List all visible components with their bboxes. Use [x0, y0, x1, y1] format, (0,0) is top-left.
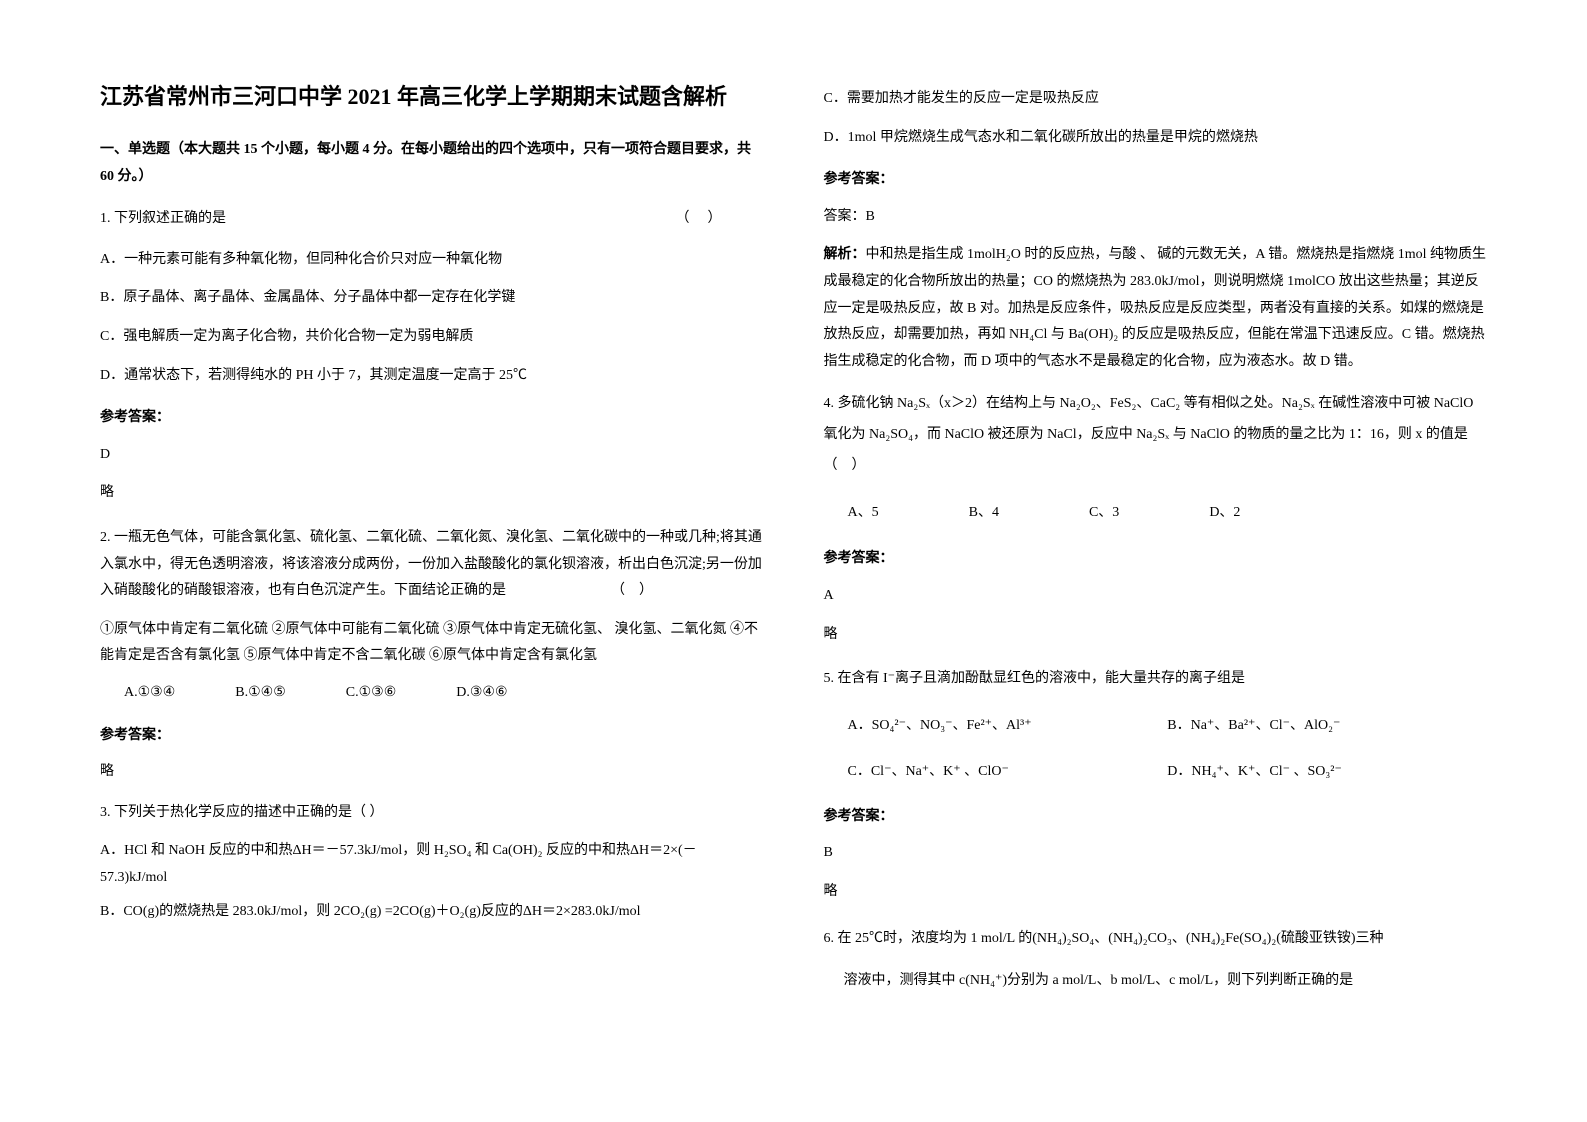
q2-stem: 2. 一瓶无色气体，可能含氯化氢、硫化氢、二氧化硫、二氧化氮、溴化氢、二氧化碳中… [100, 525, 764, 605]
q1-answer-head: 参考答案： [100, 405, 764, 432]
q2-omit: 略 [100, 759, 764, 786]
q4-option-d: D、2 [1209, 500, 1240, 527]
q5-option-d: D．NH₄⁺、K⁺、Cl⁻ 、SO₃²⁻ [1167, 759, 1487, 786]
q2-option-b: B.①④⑤ [235, 680, 286, 707]
left-column: 江苏省常州市三河口中学 2021 年高三化学上学期期末试题含解析 一、单选题（本… [100, 80, 764, 1042]
q3-answer-line: 答案：B [824, 204, 1488, 231]
q2-circles: ①原气体中肯定有二氧化硫 ②原气体中可能有二氧化硫 ③原气体中肯定无硫化氢、 溴… [100, 617, 764, 670]
q1-option-b: B．原子晶体、离子晶体、金属晶体、分子晶体中都一定存在化学键 [100, 285, 764, 312]
q4-omit: 略 [824, 622, 1488, 649]
q3-answer-head: 参考答案： [824, 167, 1488, 194]
q5-option-b: B．Na⁺、Ba²⁺、Cl⁻、AlO₂⁻ [1167, 713, 1487, 740]
q1-option-c: C．强电解质一定为离子化合物，共价化合物一定为弱电解质 [100, 324, 764, 351]
q3-explain: 解析：中和热是指生成 1molH₂O 时的反应热，与酸 、 碱的元数无关，A 错… [824, 242, 1488, 375]
q2-option-d: D.③④⑥ [456, 680, 507, 707]
q2-answer-head: 参考答案： [100, 723, 764, 750]
q5-stem: 5. 在含有 I⁻离子且滴加酚酞显红色的溶液中，能大量共存的离子组是 [824, 666, 1488, 693]
q3-explain-head: 解析： [824, 247, 866, 262]
q5-option-a: A．SO₄²⁻、NO₃⁻、Fe²⁺、Al³⁺ [848, 713, 1168, 740]
q4-option-a: A、5 [848, 500, 879, 527]
q2-options-row: A.①③④ B.①④⑤ C.①③⑥ D.③④⑥ [100, 680, 764, 707]
section-heading: 一、单选题（本大题共 15 个小题，每小题 4 分。在每小题给出的四个选项中，只… [100, 137, 764, 190]
q5-omit: 略 [824, 879, 1488, 906]
q1-option-d: D．通常状态下，若测得纯水的 PH 小于 7，其测定温度一定高于 25℃ [100, 363, 764, 390]
q5-row1: A．SO₄²⁻、NO₃⁻、Fe²⁺、Al³⁺ B．Na⁺、Ba²⁺、Cl⁻、Al… [824, 713, 1488, 740]
q1-stem-row: 1. 下列叙述正确的是 （ ） [100, 206, 764, 233]
q6-line2: 溶液中，测得其中 c(NH₄⁺)分别为 a mol/L、b mol/L、c mo… [824, 966, 1488, 997]
q1-answer: D [100, 442, 764, 469]
q5-answer-head: 参考答案： [824, 804, 1488, 831]
right-column: C．需要加热才能发生的反应一定是吸热反应 D．1mol 甲烷燃烧生成气态水和二氧… [824, 80, 1488, 1042]
q3-option-d: D．1mol 甲烷燃烧生成气态水和二氧化碳所放出的热量是甲烷的燃烧热 [824, 125, 1488, 152]
q4-option-b: B、4 [969, 500, 999, 527]
q2-option-a: A.①③④ [124, 680, 175, 707]
q4-option-c: C、3 [1089, 500, 1119, 527]
q3-option-b: B．CO(g)的燃烧热是 283.0kJ/mol，则 2CO₂(g) =2CO(… [100, 899, 764, 926]
q1-option-a: A．一种元素可能有多种氧化物，但同种化合价只对应一种氧化物 [100, 247, 764, 274]
q3-stem: 3. 下列关于热化学反应的描述中正确的是（ ） [100, 800, 764, 827]
q3-explain-body: 中和热是指生成 1molH₂O 时的反应热，与酸 、 碱的元数无关，A 错。燃烧… [824, 247, 1487, 368]
q3-option-a: A．HCl 和 NaOH 反应的中和热ΔH＝－57.3kJ/mol，则 H₂SO… [100, 838, 764, 891]
q1-stem: 1. 下列叙述正确的是 [100, 206, 226, 233]
q3-option-c: C．需要加热才能发生的反应一定是吸热反应 [824, 86, 1488, 113]
q1-paren: （ ） [676, 206, 764, 233]
q4-options-row: A、5 B、4 C、3 D、2 [824, 500, 1488, 527]
q6-line1: 6. 在 25℃时，浓度均为 1 mol/L 的(NH₄)₂SO₄、(NH₄)₂… [824, 924, 1488, 955]
q5-option-c: C．Cl⁻、Na⁺、K⁺ 、ClO⁻ [848, 759, 1168, 786]
q2-option-c: C.①③⑥ [346, 680, 397, 707]
document-title: 江苏省常州市三河口中学 2021 年高三化学上学期期末试题含解析 [100, 80, 764, 113]
q4-answer-head: 参考答案： [824, 546, 1488, 573]
q5-answer: B [824, 840, 1488, 867]
q5-row2: C．Cl⁻、Na⁺、K⁺ 、ClO⁻ D．NH₄⁺、K⁺、Cl⁻ 、SO₃²⁻ [824, 759, 1488, 786]
q1-omit: 略 [100, 480, 764, 507]
q4-answer: A [824, 583, 1488, 610]
q4-stem: 4. 多硫化钠 Na₂Sₓ（x＞2）在结构上与 Na₂O₂、FeS₂、CaC₂ … [824, 389, 1488, 481]
